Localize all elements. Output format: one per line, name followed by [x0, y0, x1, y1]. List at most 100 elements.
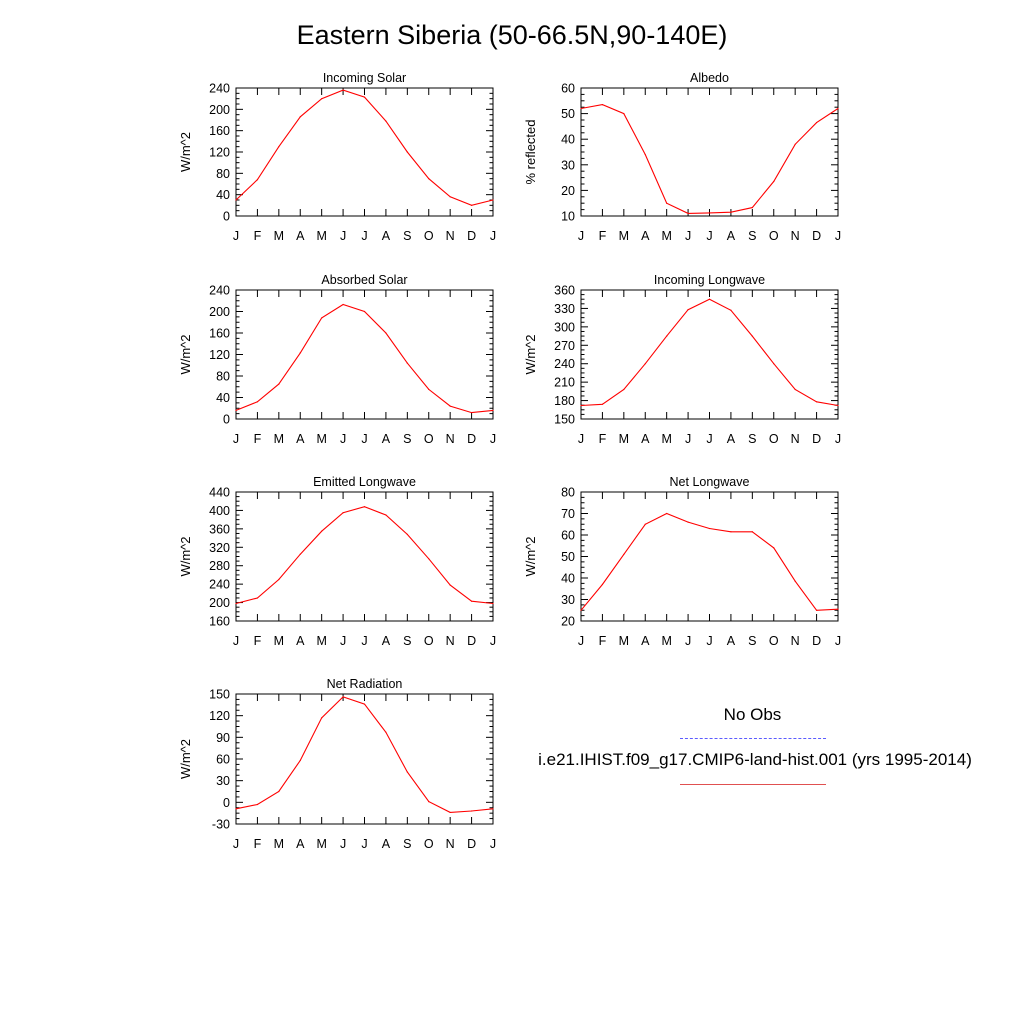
data-point [278, 146, 280, 148]
x-tick-label: J [490, 634, 496, 648]
y-axis-label: W/m^2 [523, 536, 538, 576]
y-tick-label: 150 [209, 688, 230, 702]
data-point [601, 104, 604, 106]
x-tick-label: J [706, 432, 712, 446]
data-point [428, 388, 430, 391]
data-point [470, 204, 473, 206]
x-tick-label: A [727, 634, 736, 648]
data-point [666, 335, 668, 337]
data-point [580, 107, 582, 110]
x-tick-label: J [361, 229, 367, 243]
y-tick-label: 80 [561, 486, 575, 500]
y-tick-label: 60 [561, 82, 575, 96]
y-tick-label: 270 [554, 339, 575, 353]
y-axis-label: W/m^2 [178, 536, 193, 576]
x-tick-label: A [296, 432, 305, 446]
y-axis-label: W/m^2 [523, 334, 538, 374]
data-point [363, 703, 366, 705]
data-point [644, 363, 646, 365]
data-point [644, 523, 646, 525]
data-point [794, 143, 796, 145]
x-tick-label: A [382, 432, 391, 446]
data-point [687, 309, 689, 311]
data-point [708, 527, 711, 530]
data-point [449, 196, 451, 198]
data-point [773, 547, 775, 549]
data-point [794, 388, 796, 391]
y-tick-label: 30 [216, 774, 230, 788]
x-tick-label: D [812, 634, 821, 648]
x-tick-label: M [316, 837, 326, 851]
y-tick-label: 330 [554, 302, 575, 316]
x-tick-label: M [274, 837, 284, 851]
y-tick-label: 360 [209, 522, 230, 536]
x-tick-label: F [254, 837, 262, 851]
y-tick-label: 80 [216, 167, 230, 181]
y-axis-label: W/m^2 [178, 334, 193, 374]
x-tick-label: F [599, 432, 607, 446]
x-tick-label: J [340, 229, 346, 243]
data-point [406, 362, 408, 364]
y-tick-label: 30 [561, 158, 575, 172]
x-tick-label: A [296, 634, 305, 648]
data-point [385, 731, 387, 733]
data-point [470, 600, 473, 602]
y-tick-label: 20 [561, 184, 575, 198]
y-axis-label: % reflected [523, 119, 538, 184]
x-tick-label: F [599, 229, 607, 243]
panel-title: Absorbed Solar [321, 273, 407, 287]
x-tick-label: F [254, 229, 262, 243]
panel-emitted-longwave: Emitted Longwave W/m^2 160 200 240 280 320 360 4… [178, 475, 496, 648]
x-tick-label: J [706, 229, 712, 243]
legend-case-label: i.e21.IHIST.f09_g17.CMIP6-land-hist.001 … [538, 750, 972, 769]
plot-frame [235, 289, 494, 420]
data-point [342, 696, 344, 698]
x-tick-label: S [748, 432, 756, 446]
x-tick-label: N [446, 229, 455, 243]
y-tick-label: 10 [561, 210, 575, 224]
data-point [299, 553, 301, 555]
data-point [449, 811, 451, 814]
data-point [815, 401, 818, 403]
series-line [580, 298, 839, 407]
y-tick-label: 40 [216, 188, 230, 202]
x-tick-label: J [578, 634, 584, 648]
y-tick-label: 120 [209, 348, 230, 362]
data-point [406, 771, 408, 773]
x-tick-label: F [599, 634, 607, 648]
x-tick-label: A [382, 837, 391, 851]
y-tick-label: 360 [554, 284, 575, 298]
y-tick-label: 0 [223, 413, 230, 427]
x-tick-label: M [274, 432, 284, 446]
series-line [235, 696, 494, 813]
data-point [601, 583, 604, 586]
panel-title: Incoming Solar [323, 71, 406, 85]
data-point [342, 89, 344, 91]
data-point [623, 553, 625, 555]
x-tick-label: M [316, 432, 326, 446]
y-tick-label: 80 [216, 370, 230, 384]
x-tick-label: F [254, 634, 262, 648]
series-line [235, 303, 494, 414]
data-point [449, 405, 451, 407]
legend-case-line [680, 784, 826, 785]
panel-title: Net Longwave [670, 475, 750, 489]
x-tick-label: D [812, 229, 821, 243]
data-point [492, 199, 494, 201]
data-point [449, 584, 451, 586]
data-point [687, 212, 689, 215]
data-point [278, 383, 280, 385]
y-tick-label: 240 [209, 284, 230, 298]
y-tick-label: 200 [209, 305, 230, 319]
x-tick-label: S [403, 432, 411, 446]
data-point [256, 597, 259, 599]
y-tick-label: 40 [216, 391, 230, 405]
x-tick-label: S [748, 634, 756, 648]
y-tick-label: 0 [223, 796, 230, 810]
x-tick-label: J [490, 432, 496, 446]
data-point [751, 531, 753, 533]
